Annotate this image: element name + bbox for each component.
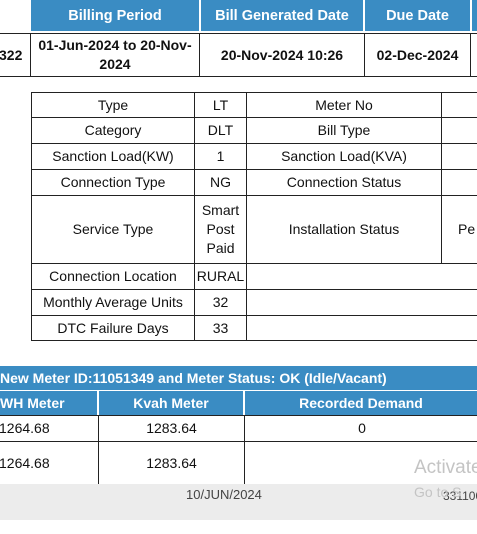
billing-period-line1: 01-Jun-2024 to 20-Nov-: [38, 37, 192, 54]
meter-row2-kvah: 1283.64: [98, 441, 245, 485]
connection-type-value2: [441, 169, 477, 196]
dtc-failure-days-value: 33: [194, 315, 247, 341]
connection-type-label2: Connection Status: [246, 169, 442, 196]
activate-watermark-line1: Activate: [414, 457, 477, 478]
wh-meter-header: WH Meter: [0, 391, 97, 415]
bill-generated-cell: 20-Nov-2024 10:26: [199, 33, 365, 77]
due-date-cell: 02-Dec-2024: [364, 33, 471, 77]
monthly-average-units-value: 32: [194, 289, 247, 316]
bill-generated-date-header: Bill Generated Date: [201, 0, 363, 31]
sanction-load-kw-value: 1: [194, 143, 247, 170]
kvah-meter-header: Kvah Meter: [99, 391, 243, 415]
meter-row1-kvah: 1283.64: [98, 415, 245, 442]
billing-period-line2: 2024: [99, 56, 131, 72]
service-type-value-line: Paid: [206, 239, 235, 256]
sanction-load-kw-value2: [441, 143, 477, 170]
activate-watermark-line2: Go to S: [414, 484, 462, 500]
billing-period-header: Billing Period: [31, 0, 199, 31]
dtc-failure-days-label: DTC Failure Days: [31, 315, 195, 341]
connection-location-empty: [246, 263, 477, 290]
due-date-header: Due Date: [365, 0, 470, 31]
header-extra-cell: [472, 0, 477, 31]
meter-row1-demand: 0: [244, 415, 477, 442]
service-type-value2: Pe: [441, 195, 477, 264]
meter-row2-wh: 1264.68: [0, 441, 99, 485]
connection-location-value: RURAL: [194, 263, 247, 290]
meter-row2-demand: [244, 441, 477, 485]
sanction-load-kw-label2: Sanction Load(KVA): [246, 143, 442, 170]
type-value2: [441, 92, 477, 118]
sanction-load-kw-label: Sanction Load(KW): [31, 143, 195, 170]
connection-type-label: Connection Type: [31, 169, 195, 196]
category-label: Category: [31, 117, 195, 144]
category-label2: Bill Type: [246, 117, 442, 144]
type-label2: Meter No: [246, 92, 442, 118]
connection-type-value: NG: [194, 169, 247, 196]
footer-date: 10/JUN/2024: [186, 487, 262, 502]
category-value: DLT: [194, 117, 247, 144]
service-type-value-line: Smart: [201, 202, 240, 219]
footer-number: 331100: [443, 489, 477, 503]
footer-bar: [0, 484, 477, 520]
billing-period-cell: 01-Jun-2024 to 20-Nov- 2024: [30, 33, 200, 77]
service-type-label: Service Type: [31, 195, 195, 264]
billing-row-left-cut: 322: [0, 33, 31, 77]
billing-row-extra: [470, 33, 477, 77]
monthly-average-units-label: Monthly Average Units: [31, 289, 195, 316]
service-type-value-line: Post: [206, 221, 235, 238]
meter-row1-wh: 1264.68: [0, 415, 99, 442]
type-label: Type: [31, 92, 195, 118]
recorded-demand-header: Recorded Demand: [245, 391, 477, 415]
meter-section-title: New Meter ID:11051349 and Meter Status: …: [0, 366, 477, 390]
connection-location-label: Connection Location: [31, 263, 195, 290]
service-type-label2: Installation Status: [246, 195, 442, 264]
type-value: LT: [194, 92, 247, 118]
monthly-average-units-empty: [246, 289, 477, 316]
category-value2: [441, 117, 477, 144]
service-type-value: Smart Post Paid: [194, 195, 247, 264]
dtc-failure-days-empty: [246, 315, 477, 341]
